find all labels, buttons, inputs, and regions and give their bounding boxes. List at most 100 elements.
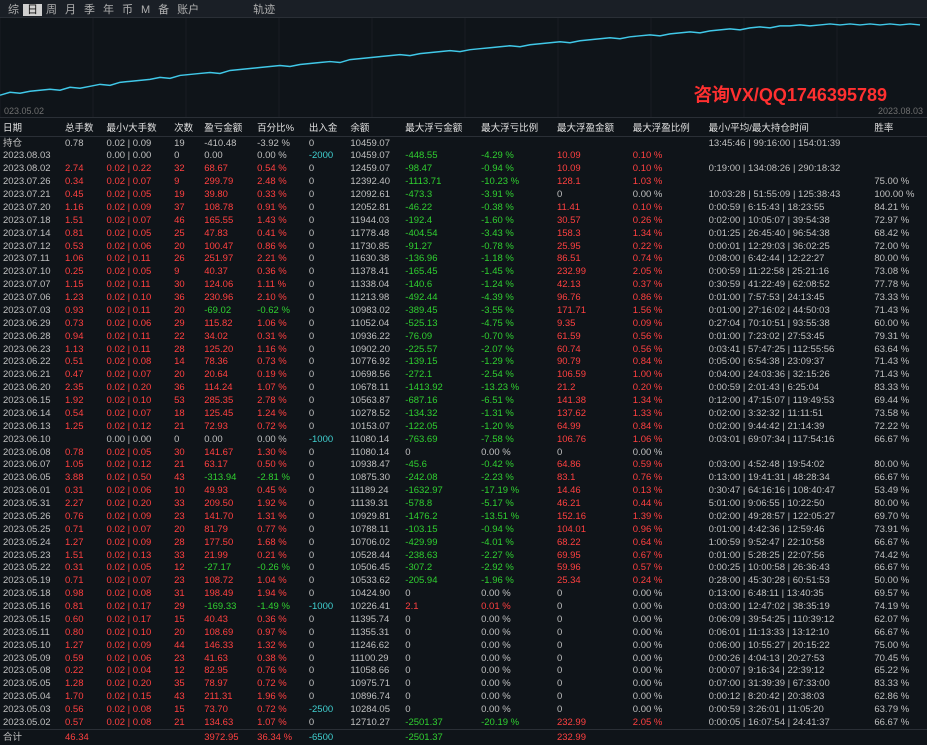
col-header[interactable]: 最大浮盈金额 <box>554 118 630 137</box>
table-row[interactable]: 2023.06.100.00 | 0.0000.000.00 %-1000110… <box>0 433 927 446</box>
tab-3[interactable]: 月 <box>61 4 80 16</box>
table-row[interactable]: 2023.05.312.270.02 | 0.2033209.501.92 %0… <box>0 498 927 511</box>
tab-0[interactable]: 综 <box>4 4 23 16</box>
cell: 0 <box>306 691 348 704</box>
tab-2[interactable]: 周 <box>42 4 61 16</box>
table-row[interactable]: 2023.07.071.150.02 | 0.1130124.061.11 %0… <box>0 279 927 292</box>
cell: 0.31 % <box>254 330 306 343</box>
cell: 0.02 | 0.11 <box>104 343 172 356</box>
cell: 0.00 % <box>254 150 306 163</box>
cell: 0:00:26 | 4:04:13 | 20:27:53 <box>706 652 872 665</box>
cell: 2023.06.08 <box>0 446 62 459</box>
table-row[interactable]: 2023.07.260.340.02 | 0.079299.792.48 %01… <box>0 176 927 189</box>
cell: 0:04:00 | 24:03:36 | 32:15:26 <box>706 369 872 382</box>
table-row[interactable]: 2023.06.080.780.02 | 0.0530141.671.30 %0… <box>0 446 927 459</box>
table-row[interactable]: 2023.06.202.350.02 | 0.2036114.241.07 %0… <box>0 382 927 395</box>
cell: -0.26 % <box>254 562 306 575</box>
table-row[interactable]: 2023.06.010.310.02 | 0.061049.930.45 %01… <box>0 485 927 498</box>
table-row[interactable]: 2023.05.110.800.02 | 0.1020108.690.97 %0… <box>0 626 927 639</box>
cell: 0:03:01 | 69:07:34 | 117:54:16 <box>706 433 872 446</box>
table-row[interactable]: 2023.06.231.130.02 | 0.1128125.201.16 %0… <box>0 343 927 356</box>
table-row[interactable]: 2023.07.140.810.02 | 0.052547.830.41 %01… <box>0 227 927 240</box>
col-header[interactable]: 盈亏金额 <box>201 118 254 137</box>
cell: 0:19:00 | 134:08:26 | 290:18:32 <box>706 163 872 176</box>
cell: 2023.06.13 <box>0 420 62 433</box>
table-row[interactable]: 2023.07.181.510.02 | 0.0746165.551.43 %0… <box>0 214 927 227</box>
table-row[interactable]: 2023.05.150.600.02 | 0.171540.430.36 %01… <box>0 613 927 626</box>
table-row[interactable]: 2023.05.030.560.02 | 0.081573.700.72 %-2… <box>0 704 927 717</box>
table-row[interactable]: 2023.06.071.050.02 | 0.122163.170.50 %01… <box>0 459 927 472</box>
table-row[interactable]: 2023.07.201.160.02 | 0.0937108.780.91 %0… <box>0 201 927 214</box>
equity-chart[interactable]: 咨询VX/QQ1746395789 023.05.02 2023.08.03 <box>0 18 927 118</box>
tab-7[interactable]: M <box>137 4 154 16</box>
table-row[interactable]: 2023.05.180.980.02 | 0.0831198.491.94 %0… <box>0 588 927 601</box>
col-header[interactable]: 最小/平均/最大持仓时间 <box>706 118 872 137</box>
cell: 80.00 % <box>871 459 927 472</box>
col-header[interactable]: 日期 <box>0 118 62 137</box>
cell: 0.00 % <box>630 626 706 639</box>
cell: 1.06 % <box>630 433 706 446</box>
col-header[interactable]: 出入金 <box>306 118 348 137</box>
col-header[interactable]: 最小/大手数 <box>104 118 172 137</box>
col-header[interactable]: 胜率 <box>871 118 927 137</box>
table-row[interactable]: 2023.07.100.250.02 | 0.05940.370.36 %011… <box>0 266 927 279</box>
cell: 0:01:00 | 5:28:25 | 22:07:56 <box>706 549 872 562</box>
cell: 0 <box>306 562 348 575</box>
table-row[interactable]: 2023.07.210.450.02 | 0.051939.800.33 %01… <box>0 189 927 202</box>
table-row[interactable]: 2023.07.061.230.02 | 0.1036230.962.10 %0… <box>0 292 927 305</box>
cell: 0:12:00 | 47:15:07 | 119:49:53 <box>706 395 872 408</box>
table-row[interactable]: 2023.07.111.060.02 | 0.1126251.972.21 %0… <box>0 253 927 266</box>
col-header[interactable]: 最大浮亏比例 <box>478 118 554 137</box>
table-row[interactable]: 2023.05.051.280.02 | 0.203578.970.72 %01… <box>0 678 927 691</box>
table-row[interactable]: 2023.06.210.470.02 | 0.072020.640.19 %01… <box>0 369 927 382</box>
table-row[interactable]: 2023.05.260.760.02 | 0.0923141.701.31 %0… <box>0 510 927 523</box>
table-row[interactable]: 2023.05.160.810.02 | 0.1729-169.33-1.49 … <box>0 601 927 614</box>
tab-1[interactable]: 日 <box>23 4 42 16</box>
table-row[interactable]: 2023.05.041.700.02 | 0.1543211.311.96 %0… <box>0 691 927 704</box>
cell: 0.00 % <box>478 704 554 717</box>
cell: 10706.02 <box>347 536 402 549</box>
table-row[interactable]: 2023.05.190.710.02 | 0.0723108.721.04 %0… <box>0 575 927 588</box>
col-header[interactable]: 次数 <box>171 118 201 137</box>
table-row[interactable]: 2023.08.022.740.02 | 0.223268.670.54 %01… <box>0 163 927 176</box>
cell: 0 <box>554 665 630 678</box>
chart-end-date: 2023.08.03 <box>878 106 923 116</box>
cell: 30 <box>171 446 201 459</box>
table-row[interactable]: 2023.05.080.220.02 | 0.041282.950.76 %01… <box>0 665 927 678</box>
tab-6[interactable]: 币 <box>118 4 137 16</box>
col-header[interactable]: 百分比% <box>254 118 306 137</box>
cell: 0.00 % <box>630 652 706 665</box>
table-row[interactable]: 2023.05.241.270.02 | 0.0928177.501.68 %0… <box>0 536 927 549</box>
tab-5[interactable]: 年 <box>99 4 118 16</box>
col-header[interactable]: 最大浮盈比例 <box>630 118 706 137</box>
cell: -7.58 % <box>478 433 554 446</box>
table-row[interactable]: 2023.05.220.310.02 | 0.0512-27.17-0.26 %… <box>0 562 927 575</box>
table-row[interactable]: 2023.07.120.530.02 | 0.0620100.470.86 %0… <box>0 240 927 253</box>
table-row[interactable]: 2023.07.030.930.02 | 0.1120-69.02-0.62 %… <box>0 304 927 317</box>
col-header[interactable]: 总手数 <box>62 118 104 137</box>
table-row[interactable]: 2023.06.140.540.02 | 0.0718125.451.24 %0… <box>0 407 927 420</box>
cell: 104.01 <box>554 523 630 536</box>
cell: 0.56 <box>62 704 104 717</box>
table-row[interactable]: 2023.05.250.710.02 | 0.072081.790.77 %01… <box>0 523 927 536</box>
tab-8[interactable]: 备 <box>154 4 173 16</box>
table-row[interactable]: 2023.06.053.880.02 | 0.5043-313.94-2.81 … <box>0 472 927 485</box>
table-row[interactable]: 2023.06.280.940.02 | 0.112234.020.31 %01… <box>0 330 927 343</box>
table-row[interactable]: 2023.05.020.570.02 | 0.0821134.631.07 %0… <box>0 716 927 729</box>
table-row[interactable]: 2023.06.220.510.02 | 0.081478.360.73 %01… <box>0 356 927 369</box>
cell: 1.70 <box>62 691 104 704</box>
cell: 26 <box>171 253 201 266</box>
col-header[interactable]: 余额 <box>347 118 402 137</box>
table-row[interactable]: 2023.05.231.510.02 | 0.133321.990.21 %01… <box>0 549 927 562</box>
table-row[interactable]: 2023.05.101.270.02 | 0.0944146.331.32 %0… <box>0 639 927 652</box>
cell: 198.49 <box>201 588 254 601</box>
tab-4[interactable]: 季 <box>80 4 99 16</box>
col-header[interactable]: 最大浮亏金额 <box>402 118 478 137</box>
table-row[interactable]: 2023.06.151.920.02 | 0.1053285.352.78 %0… <box>0 395 927 408</box>
table-row[interactable]: 2023.08.030.00 | 0.0000.000.00 %-2000104… <box>0 150 927 163</box>
table-row[interactable]: 2023.06.290.730.02 | 0.0629115.821.06 %0… <box>0 317 927 330</box>
table-row[interactable]: 2023.06.131.250.02 | 0.122172.930.72 %01… <box>0 420 927 433</box>
table-row[interactable]: 2023.05.090.590.02 | 0.062341.630.38 %01… <box>0 652 927 665</box>
tab-track[interactable]: 轨迹 <box>249 1 279 17</box>
tab-9[interactable]: 账户 <box>173 4 203 16</box>
